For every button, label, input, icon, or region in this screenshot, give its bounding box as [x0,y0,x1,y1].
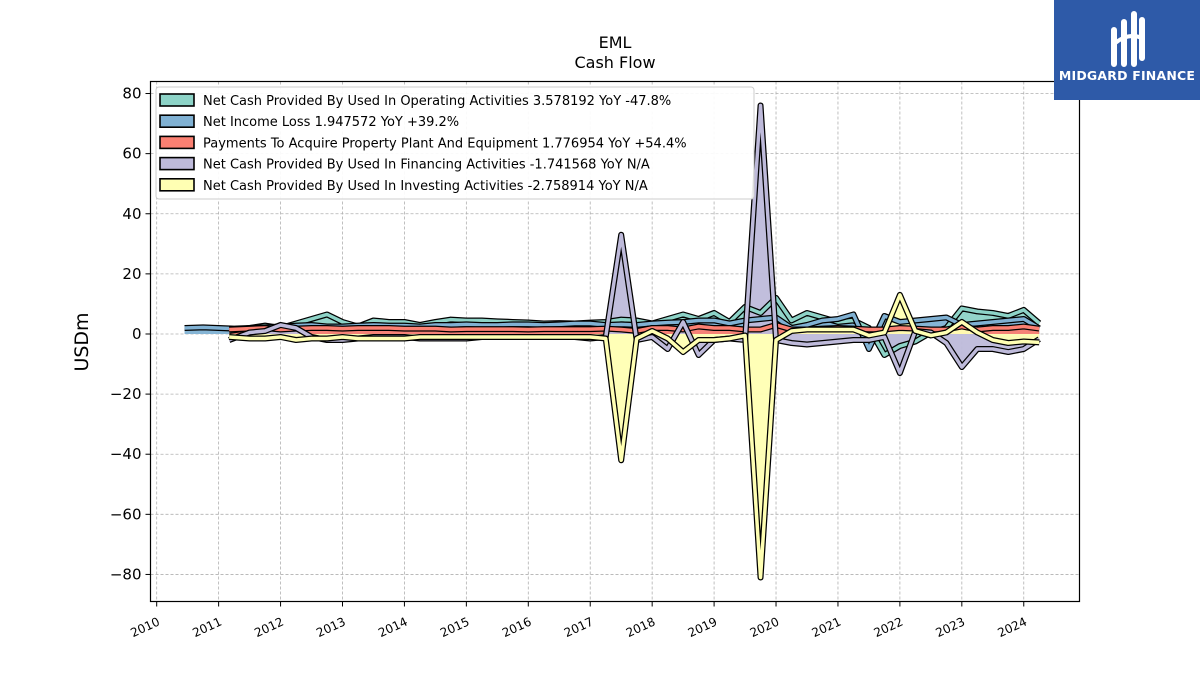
x-tick-label: 2010 [128,615,162,641]
y-tick-label: 20 [122,265,141,283]
legend-swatch-2 [159,135,195,150]
legend-label-4: Net Cash Provided By Used In Investing A… [203,179,648,194]
legend-swatch-1 [159,114,195,128]
legend-swatch-0 [159,93,195,107]
x-tick-label: 2023 [933,615,967,641]
y-tick-label: −20 [110,385,142,403]
y-tick-label: 80 [122,85,141,103]
midgard-finance-logo: MIDGARD FINANCE [1054,0,1200,100]
midgard-logo-icon [1111,11,1145,67]
x-tick-label: 2020 [748,615,782,641]
legend-swatch-3 [159,156,195,171]
x-tick-label: 2018 [624,615,658,641]
y-tick-label: 40 [122,205,141,223]
plot-frame [149,80,1081,603]
x-axis: 2010 2011 2012 2013 2014 2015 2016 2017 2018 2019… [128,601,1029,641]
y-axis: 80 60 40 20 0 −20 −40 −60 −80 [110,85,151,583]
x-tick-label: 2014 [376,615,410,641]
y-axis-label: USDm [71,312,93,371]
x-tick-label: 2021 [810,615,844,641]
x-tick-label: 2022 [872,615,906,641]
series-line-4 [229,293,1040,580]
y-tick-label: 0 [132,325,142,343]
y-tick-label: −80 [110,565,142,583]
chart-legend: Net Cash Provided By Used In Operating A… [155,86,755,200]
legend-box [155,86,755,200]
x-tick-label: 2011 [190,615,224,641]
series-area-3 [229,105,1040,374]
series-lines [184,102,1042,581]
x-tick-label: 2013 [314,615,348,641]
chart-title: EML [599,33,632,52]
x-tick-label: 2012 [252,615,286,641]
x-tick-label: 2016 [500,615,534,641]
legend-label-3: Net Cash Provided By Used In Financing A… [203,158,650,173]
legend-label-0: Net Cash Provided By Used In Operating A… [203,94,671,109]
chart-subtitle: Cash Flow [574,53,655,72]
y-tick-label: −40 [110,445,142,463]
x-tick-label: 2017 [562,615,596,641]
y-tick-label: 60 [122,145,141,163]
legend-swatch-4 [159,178,195,192]
y-tick-label: −60 [110,505,142,523]
logo-text: MIDGARD FINANCE [1058,68,1196,83]
legend-label-2: Payments To Acquire Property Plant And E… [203,136,687,151]
x-tick-label: 2015 [438,615,472,641]
x-tick-label: 2024 [995,615,1029,641]
x-tick-label: 2019 [686,615,720,641]
legend-label-1: Net Income Loss 1.947572 YoY +39.2% [203,115,459,130]
